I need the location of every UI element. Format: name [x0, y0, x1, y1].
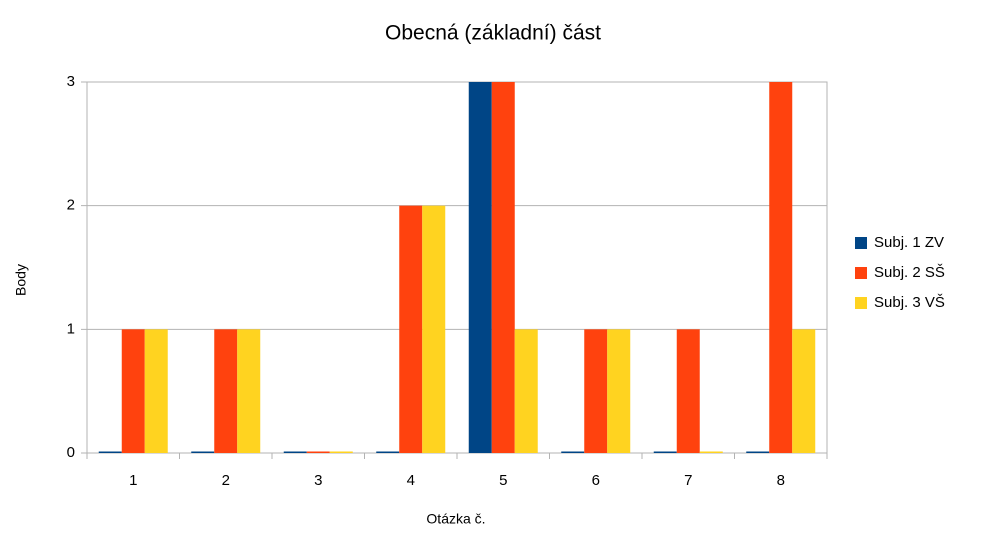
bar: [121, 329, 145, 453]
bar: [491, 82, 515, 453]
legend-swatch: [855, 297, 867, 309]
x-tick-label: 6: [592, 472, 600, 489]
bar: [699, 451, 723, 453]
bar: [584, 329, 608, 453]
bar: [399, 205, 423, 453]
bar: [746, 451, 770, 453]
y-tick-label: 2: [67, 197, 75, 214]
legend-label: Subj. 2 SŠ: [874, 264, 945, 281]
bar: [514, 329, 538, 453]
chart-title: Obecná (základní) část: [385, 22, 601, 45]
bar: [376, 451, 400, 453]
bar: [191, 451, 215, 453]
x-tick-label: 5: [499, 472, 507, 489]
legend-label: Subj. 3 VŠ: [874, 294, 945, 311]
x-tick-label: 2: [222, 472, 230, 489]
y-tick-label: 3: [67, 73, 75, 90]
bar: [329, 451, 353, 453]
bar: [561, 451, 585, 453]
bar: [237, 329, 261, 453]
bar: [792, 329, 816, 453]
y-axis-label: Body: [13, 264, 29, 296]
x-tick-label: 1: [129, 472, 137, 489]
bar: [283, 451, 307, 453]
plot-area: [86, 81, 828, 454]
x-tick-label: 4: [407, 472, 415, 489]
x-tick-label: 8: [777, 472, 785, 489]
legend-label: Subj. 1 ZV: [874, 234, 944, 251]
bar: [676, 329, 700, 453]
bar: [653, 451, 677, 453]
legend-swatch: [855, 267, 867, 279]
x-tick-label: 3: [314, 472, 322, 489]
y-tick-label: 1: [67, 320, 75, 337]
bar: [98, 451, 122, 453]
bar: [607, 329, 631, 453]
bar: [306, 451, 330, 453]
bar: [468, 82, 492, 453]
x-tick-label: 7: [684, 472, 692, 489]
x-axis-label: Otázka č.: [426, 511, 485, 527]
bar: [144, 329, 168, 453]
y-tick-label: 0: [67, 444, 75, 461]
legend-swatch: [855, 237, 867, 249]
bar: [769, 82, 793, 453]
bar: [422, 205, 446, 453]
bar: [214, 329, 238, 453]
